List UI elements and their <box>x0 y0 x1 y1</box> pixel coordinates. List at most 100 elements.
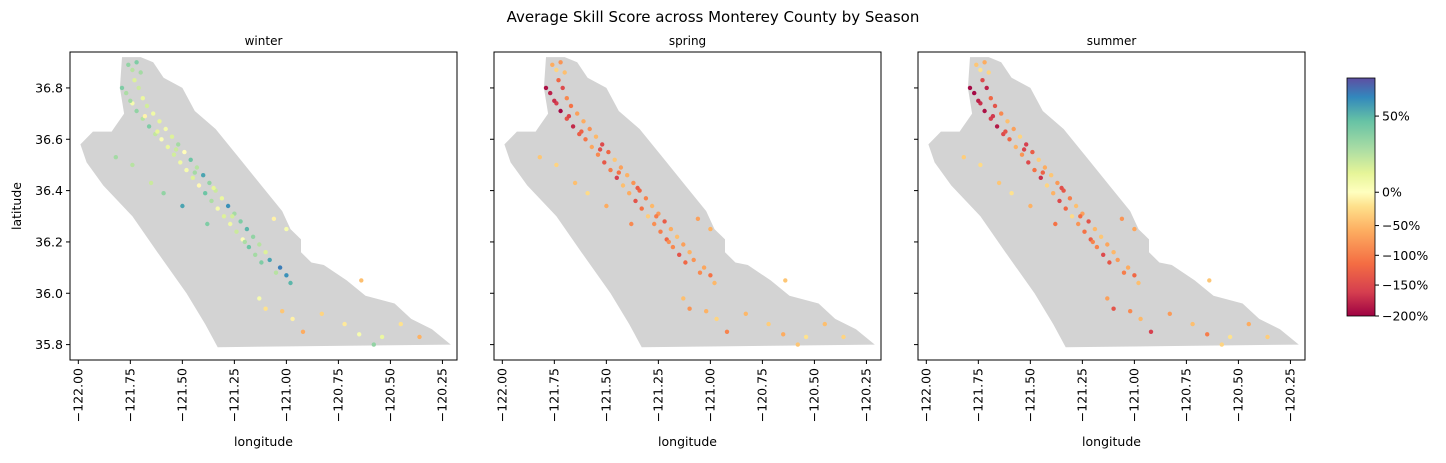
y-tick-label: 35.8 <box>35 337 63 352</box>
x-axis-label: longitude <box>658 434 717 449</box>
x-axis-label: longitude <box>234 434 293 449</box>
station-point <box>593 134 599 139</box>
x-tick-label: −120.25 <box>858 368 873 422</box>
x-tick-label: −121.00 <box>278 368 293 422</box>
station-point <box>587 126 592 132</box>
station-point <box>171 152 177 157</box>
station-point <box>148 180 154 186</box>
station-point <box>543 85 549 91</box>
station-point <box>161 191 166 196</box>
station-point <box>132 78 137 83</box>
station-point <box>146 124 152 129</box>
station-point <box>138 70 143 75</box>
station-point <box>1111 306 1116 311</box>
station-point <box>176 142 181 147</box>
station-point <box>130 162 135 168</box>
station-point <box>564 96 569 101</box>
scatter-points <box>961 60 1270 347</box>
station-point <box>124 90 129 96</box>
station-point <box>1227 334 1233 340</box>
station-point <box>691 257 696 263</box>
station-point <box>579 129 584 134</box>
station-point <box>781 332 786 337</box>
station-point <box>1059 185 1064 191</box>
station-point <box>284 273 289 278</box>
x-tick-label: −121.25 <box>650 368 665 422</box>
station-point <box>1125 265 1131 270</box>
station-point <box>1011 126 1016 132</box>
station-point <box>163 126 168 132</box>
station-point <box>142 114 148 119</box>
station-point <box>558 60 563 65</box>
station-point <box>196 183 202 188</box>
station-point <box>803 334 809 340</box>
station-point <box>173 147 179 152</box>
panel-winter: winter −122.00 −121.75 −121.50 −121.25 −121.0… <box>9 34 458 449</box>
station-point <box>961 155 966 160</box>
station-point <box>583 137 588 142</box>
station-point <box>976 98 981 104</box>
station-point <box>1092 226 1098 232</box>
station-point <box>643 196 649 201</box>
station-point <box>211 185 216 191</box>
station-point <box>1073 203 1079 209</box>
station-point <box>194 165 200 170</box>
station-point <box>1005 119 1010 124</box>
station-point <box>113 155 119 160</box>
station-point <box>1049 173 1054 178</box>
station-point <box>342 321 347 327</box>
station-point <box>1019 152 1025 157</box>
station-point <box>668 226 674 232</box>
station-point <box>1051 191 1056 196</box>
station-point <box>284 226 289 232</box>
station-point <box>566 114 572 119</box>
y-tick-label: 36.6 <box>35 132 63 147</box>
station-point <box>677 252 682 257</box>
station-point <box>1042 165 1048 170</box>
station-point <box>267 257 272 263</box>
station-point <box>257 242 262 247</box>
station-point <box>228 221 233 227</box>
station-point <box>616 170 621 175</box>
station-point <box>990 114 996 119</box>
station-point <box>1111 250 1116 255</box>
colorbar: 50% 0% −50% −100% −150% −200% <box>1346 77 1428 324</box>
station-point <box>687 306 692 311</box>
station-point <box>597 147 603 152</box>
station-point <box>674 234 680 239</box>
station-point <box>631 180 636 186</box>
station-point <box>1136 280 1141 286</box>
station-point <box>614 175 619 180</box>
x-axis-label: longitude <box>1082 434 1141 449</box>
x-tick-label: −121.75 <box>546 368 561 422</box>
x-tick-label: −122.00 <box>918 368 933 422</box>
colorbar-tick-label: −50% <box>1382 218 1420 233</box>
station-point <box>1023 142 1029 147</box>
station-point <box>994 124 1000 129</box>
station-point <box>290 316 295 322</box>
station-point <box>556 78 561 83</box>
station-point <box>271 216 277 221</box>
colorbar-tick-label: −150% <box>1382 278 1428 293</box>
y-tick-label: 36.2 <box>35 234 63 249</box>
station-point <box>238 219 243 224</box>
station-point <box>585 191 590 196</box>
station-point <box>1078 214 1083 219</box>
station-point <box>357 332 362 337</box>
x-tick-label: −121.75 <box>122 368 137 422</box>
station-point <box>188 157 193 162</box>
station-point <box>1219 342 1225 347</box>
station-point <box>633 198 638 204</box>
station-point <box>1055 180 1060 186</box>
station-point <box>1132 226 1137 232</box>
station-point <box>608 167 613 173</box>
station-point <box>1086 219 1091 224</box>
colorbar-tick-label: −100% <box>1382 248 1428 263</box>
station-point <box>724 329 730 334</box>
station-point <box>712 280 717 286</box>
station-point <box>1069 214 1075 219</box>
station-point <box>625 173 630 178</box>
station-point <box>273 270 279 275</box>
station-point <box>635 185 640 191</box>
